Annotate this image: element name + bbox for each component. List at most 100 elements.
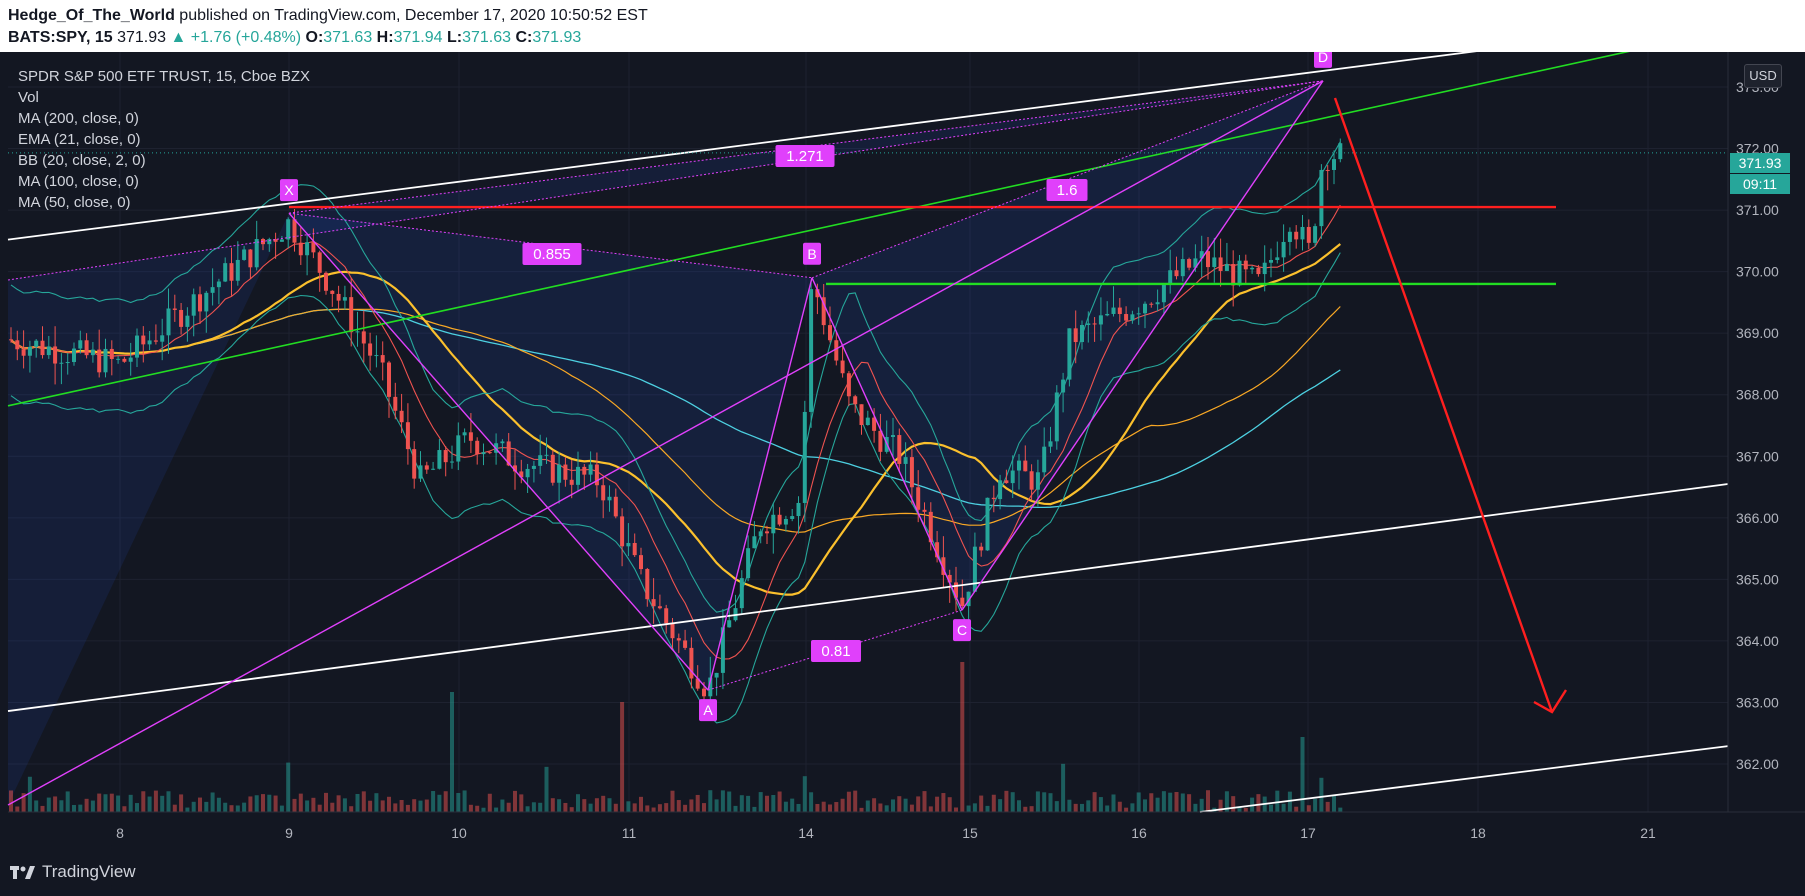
candle-body — [550, 454, 555, 483]
candle-body — [909, 457, 914, 488]
candle-body — [676, 638, 681, 641]
price-chart[interactable]: X A B C D 0.855 1.271 1.6 0.81 362.00 363.00 364.0… — [0, 52, 1805, 850]
channel-mid — [7, 483, 1729, 712]
candle-body — [185, 315, 190, 327]
legend-ma200[interactable]: MA (200, close, 0) — [18, 110, 139, 127]
high-label: H: — [376, 29, 394, 46]
currency-button[interactable]: USD — [1744, 64, 1782, 88]
channel-bottom — [1199, 745, 1729, 813]
y-tick-label: 362.00 — [1736, 756, 1779, 772]
volume-bar — [695, 794, 700, 812]
volume-bar — [210, 792, 215, 812]
candle-body — [273, 239, 278, 242]
volume-bar — [538, 802, 543, 812]
candle-body — [1149, 303, 1154, 305]
volume-bar — [657, 804, 662, 812]
volume-bar — [418, 800, 423, 812]
x-tick-label: 14 — [798, 825, 814, 841]
volume-bar — [97, 793, 102, 812]
candle-body — [1061, 379, 1066, 393]
candle-body — [437, 450, 442, 469]
volume-bar — [550, 798, 555, 812]
candle-body — [1275, 257, 1280, 261]
point-label-a: A — [703, 702, 713, 718]
volume-bar — [1294, 806, 1299, 812]
volume-bar — [815, 803, 820, 812]
legend-ema21[interactable]: EMA (21, close, 0) — [18, 131, 141, 148]
candle-body — [355, 331, 360, 333]
volume-bar — [620, 702, 625, 812]
volume-bar — [450, 692, 454, 812]
tradingview-logo-icon — [10, 866, 35, 879]
candle-body — [242, 249, 247, 260]
candle-body — [267, 239, 272, 245]
candle-body — [985, 497, 990, 551]
candle-body — [1269, 260, 1273, 263]
pattern-leg — [288, 212, 709, 691]
candle-body — [582, 466, 587, 475]
volume-bar — [909, 804, 914, 812]
candle-body — [802, 411, 807, 503]
candle-body — [147, 340, 152, 345]
volume-bar — [853, 790, 858, 812]
y-tick-label: 368.00 — [1736, 387, 1779, 403]
footer — [0, 850, 1805, 896]
volume-bar — [437, 794, 442, 812]
tradingview-logo[interactable]: TradingView — [10, 862, 136, 882]
candle-body — [815, 289, 820, 298]
volume-bar — [777, 791, 782, 812]
volume-bar — [34, 800, 39, 812]
volume-bar — [216, 797, 221, 812]
legend-ma100[interactable]: MA (100, close, 0) — [18, 173, 139, 190]
candle-body — [46, 346, 51, 356]
candle-body — [1168, 270, 1173, 285]
volume-bar — [1080, 803, 1084, 812]
candle-body — [191, 294, 196, 316]
author-name[interactable]: Hedge_Of_The_World — [8, 7, 175, 24]
volume-bar — [1243, 807, 1248, 812]
volume-bar — [954, 807, 958, 812]
forecast-arrow-line — [1333, 97, 1554, 713]
volume-bar — [525, 806, 530, 812]
volume-bar — [153, 790, 158, 812]
candle-body — [1124, 314, 1129, 321]
volume-bar — [72, 804, 76, 812]
volume-bar — [46, 797, 51, 812]
volume-bar — [531, 802, 536, 812]
volume-bar — [639, 796, 643, 812]
legend-bb[interactable]: BB (20, close, 2, 0) — [18, 152, 146, 169]
open-label: O: — [305, 29, 324, 46]
candle-body — [223, 263, 228, 282]
candle-body — [576, 466, 580, 485]
volume-bar — [998, 799, 1003, 812]
volume-bar — [1136, 792, 1141, 812]
volume-bar — [752, 806, 757, 812]
candle-body — [1243, 260, 1248, 270]
candle-body — [1180, 259, 1185, 277]
x-tick-label: 10 — [451, 825, 467, 841]
volume-bars — [9, 662, 1343, 812]
volume-bar — [1174, 791, 1179, 812]
volume-bar — [40, 805, 45, 812]
volume-bar — [664, 803, 669, 812]
volume-bar — [248, 796, 253, 812]
legend-symbol[interactable]: SPDR S&P 500 ETF TRUST, 15, Cboe BZX — [18, 68, 311, 85]
symbol-name: BATS:SPY, 15 — [8, 29, 113, 46]
volume-bar — [733, 805, 738, 812]
candle-body — [456, 435, 461, 462]
legend-volume[interactable]: Vol — [18, 89, 39, 106]
volume-bar — [242, 802, 247, 812]
point-label-bg — [803, 242, 821, 265]
candle-body — [531, 465, 536, 469]
candle-body — [714, 672, 719, 678]
candle-body — [72, 348, 76, 363]
candle-body — [90, 349, 95, 356]
candle-body — [670, 623, 675, 639]
legend-ma50[interactable]: MA (50, close, 0) — [18, 194, 131, 211]
volume-bar — [267, 794, 272, 812]
candle-body — [897, 435, 902, 464]
candle-body — [204, 292, 209, 312]
candle-body — [141, 335, 146, 345]
candle-body — [78, 340, 83, 349]
candle-body — [116, 358, 121, 360]
